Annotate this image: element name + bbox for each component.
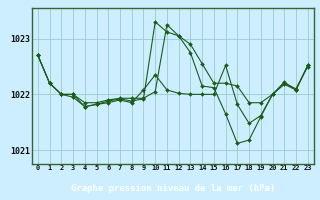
Text: Graphe pression niveau de la mer (hPa): Graphe pression niveau de la mer (hPa) <box>71 184 275 193</box>
